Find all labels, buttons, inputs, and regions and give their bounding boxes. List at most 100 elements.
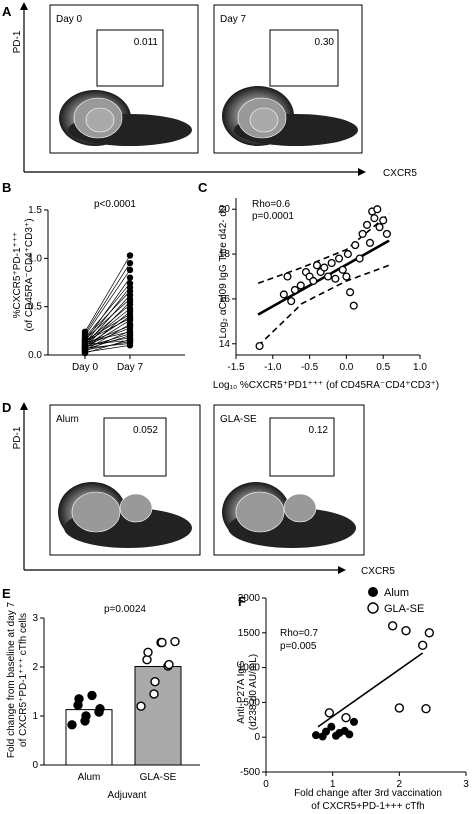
panel-e-ylabel-line2: of CXCR5⁺PD-1⁺⁺⁺ cTfh cells	[18, 613, 29, 747]
panel-e-point-alum	[74, 694, 84, 704]
panel-b-pair-line	[84, 337, 131, 347]
panel-b-point-day7	[126, 311, 134, 318]
panel-b-pair-line	[84, 283, 131, 338]
panel-b-pair-line	[84, 316, 131, 347]
panel-f-letter: F	[238, 594, 246, 609]
panel-c-ylabel: Log₂ αCal09 IgG Titre d42- d0	[218, 205, 229, 339]
panel-c-xtick-label: -0.5	[301, 362, 319, 373]
panel-e-point-glase	[143, 647, 153, 657]
panel-e-letter: E	[2, 586, 11, 601]
panel-b-point-day7	[126, 252, 134, 259]
panel-d-y-marker: PD-1	[12, 426, 23, 449]
panel-c-point	[379, 216, 388, 225]
panel-a-y-marker: PD-1	[12, 30, 23, 53]
flow-plot-day0	[49, 4, 199, 154]
panel-c-ytick-label: 20	[219, 204, 231, 215]
flow-plot-alum-label: Alum	[56, 414, 79, 425]
panel-f-rho: Rho=0.7	[280, 628, 319, 639]
panel-c-ytick-label: 16	[219, 294, 231, 305]
panel-b-ytick-label: 0.0	[28, 350, 42, 361]
flow-plot-day7-label: Day 7	[220, 14, 247, 25]
flow-plot-day7-gate-value: 0.30	[315, 37, 335, 48]
panel-f-point-glase	[341, 713, 351, 723]
panel-b-ytick-label: 1.5	[28, 205, 42, 216]
panel-b-point-day7	[126, 295, 134, 303]
panel-b-pair-line	[84, 343, 131, 349]
panel-b-pair-line	[84, 308, 131, 345]
panel-f-point-glase	[417, 640, 428, 651]
panel-b-letter: B	[2, 180, 11, 195]
panel-f-ytick-label: 500	[243, 697, 260, 708]
panel-b-point-day7	[126, 328, 134, 335]
panel-f-xtick-label: 2	[397, 779, 403, 790]
panel-e-ytick-label: 1	[32, 711, 38, 722]
panel-e-point-alum	[87, 690, 97, 701]
panel-c-fit-line	[257, 239, 390, 316]
panel-f-point-glase	[424, 628, 435, 638]
panel-a-x-marker: CXCR5	[383, 168, 417, 179]
panel-b-pair-line	[84, 255, 131, 332]
panel-f-ytick-label: 1000	[238, 663, 261, 674]
panel-f-xtick-label: 0	[263, 779, 269, 790]
panel-f-xlabel-line1: Fold change after 3rd vaccination	[294, 788, 442, 799]
panel-c-xtick-label: 0.0	[339, 362, 353, 373]
panel-b-point-day7	[126, 280, 134, 287]
panel-c-point	[362, 220, 372, 229]
panel-f-point-alum	[350, 717, 358, 726]
panel-a-letter: A	[2, 4, 12, 19]
panel-c-xlabel: Log₁₀ %CXCR5⁺PD1⁺⁺⁺ (of CD45RA⁻CD4⁺CD3⁺)	[213, 380, 439, 391]
panel-f-xtick-label: 1	[330, 779, 336, 790]
flow-plot-day0-label: Day 0	[56, 14, 83, 25]
panel-d-x-marker: CXCR5	[361, 566, 395, 577]
panel-a-arrows	[20, 2, 366, 176]
panel-b-xtick-label: Day 7	[117, 362, 144, 373]
panel-e-xlabel: Adjuvant	[108, 790, 147, 801]
panel-f-legend	[367, 587, 379, 614]
panel-c-point	[312, 261, 322, 270]
panel-f-ylabel-line2: (d238-d0 AU/mL)	[248, 654, 259, 730]
panel-c-letter: C	[198, 180, 208, 195]
panel-c-point	[338, 265, 347, 274]
panel-b-pair-line	[84, 327, 131, 346]
panel-e-chart: 0 1 2 3 Alum GLA-SE	[32, 613, 200, 783]
panel-f-point-glase	[394, 703, 405, 713]
panel-f-ytick-label: 1500	[238, 628, 261, 639]
panel-c-ci-upper	[257, 213, 390, 284]
legend-glase-label: GLA-SE	[384, 603, 424, 615]
panel-c-point	[382, 229, 391, 238]
panel-b-pair-line	[84, 331, 131, 343]
panel-c-xtick-label: -1.0	[264, 362, 282, 373]
panel-c-point	[287, 297, 296, 306]
panel-c-chart: 14 16 18 20 -1.5 -1.0 -0.5 0.0 0.5 1.0	[219, 198, 427, 373]
panel-b-pair-line	[84, 301, 131, 348]
panel-b-ytick-label: 0.5	[28, 302, 42, 313]
flow-plot-alum-gate-value: 0.052	[133, 425, 158, 436]
panel-f-point-alum	[322, 727, 330, 736]
panel-c-point	[327, 258, 336, 268]
panel-b-pvalue: p<0.0001	[94, 199, 136, 210]
panel-c-ci-lower	[257, 264, 390, 347]
panel-e-ytick-label: 3	[32, 613, 38, 624]
panel-b-pair-line	[84, 262, 131, 334]
panel-e-point-glase	[150, 677, 160, 687]
panel-b-point-day0	[81, 328, 89, 335]
panel-c-ytick-label: 18	[219, 249, 231, 260]
panel-e-xtick-label: GLA-SE	[140, 772, 177, 783]
panel-f-pvalue: p=0.005	[280, 641, 317, 652]
panel-f-point-glase	[401, 626, 411, 636]
panel-c-ytick-label: 14	[219, 339, 231, 350]
panel-c-point	[320, 263, 329, 272]
panel-b-point-day7	[126, 301, 134, 308]
panel-c-point	[296, 281, 305, 290]
panel-c-point	[349, 301, 358, 310]
panel-b-pair-line	[84, 298, 131, 340]
panel-f-ytick-label: -500	[240, 767, 260, 778]
panel-e-pvalue: p=0.0024	[104, 604, 146, 615]
panel-c-point	[370, 214, 379, 223]
panel-e-point-glase	[157, 637, 167, 648]
panel-b-pair-line	[84, 269, 131, 336]
panel-f-ylabel-line1: Anti-P27A IgG	[236, 660, 247, 724]
panel-d-arrows	[20, 402, 346, 574]
